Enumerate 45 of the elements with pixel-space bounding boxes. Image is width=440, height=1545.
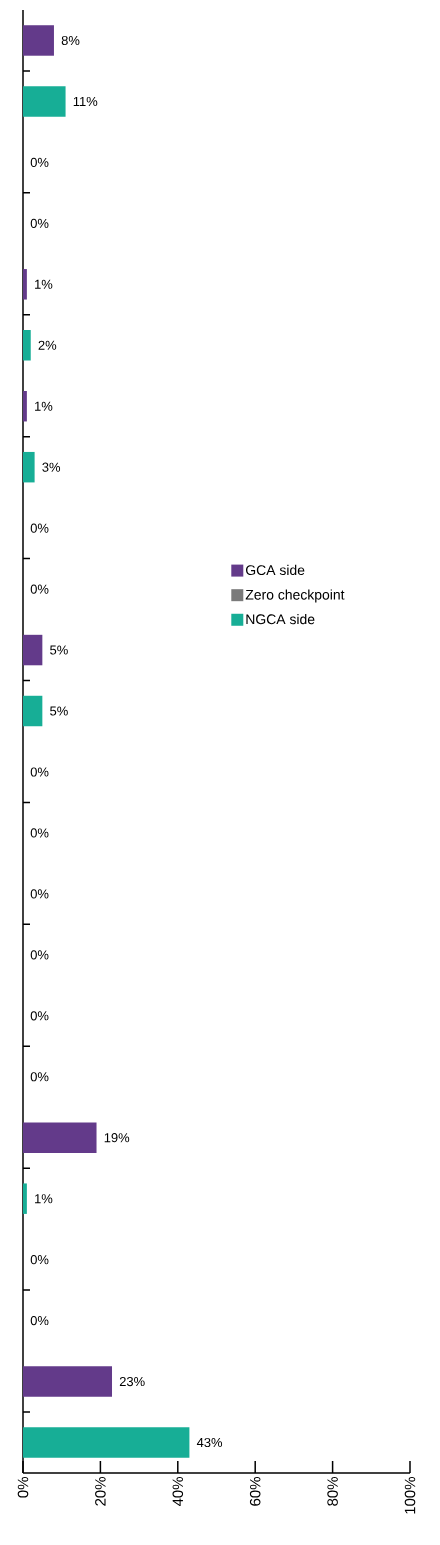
data-label: 1% <box>35 401 53 411</box>
data-label: 1% <box>35 1194 53 1204</box>
x-tick-label: 100% <box>404 1477 416 1514</box>
bar <box>23 390 27 422</box>
bar <box>23 25 54 56</box>
legend-label: NGCA side <box>246 613 315 625</box>
data-label: 0% <box>30 1072 49 1082</box>
bar <box>23 695 43 727</box>
x-tick-label: 0% <box>17 1477 29 1498</box>
data-label: 43% <box>196 1437 223 1448</box>
data-label: 1% <box>35 279 53 289</box>
data-label: 8% <box>61 35 80 46</box>
data-label: 0% <box>30 889 49 899</box>
data-label: 11% <box>73 96 98 106</box>
bar <box>23 1427 190 1458</box>
data-label: 0% <box>30 1255 49 1265</box>
data-label: 0% <box>30 157 49 167</box>
data-label: 23% <box>119 1376 145 1387</box>
bar <box>23 330 31 361</box>
x-tick-label: 80% <box>327 1477 338 1506</box>
x-tick-label: 20% <box>95 1477 106 1506</box>
data-label: 0% <box>30 950 49 960</box>
data-label: 2% <box>38 340 57 350</box>
bar <box>23 634 43 666</box>
data-label: 5% <box>50 706 68 716</box>
data-label: 3% <box>42 462 61 472</box>
data-label: 0% <box>30 218 49 228</box>
bar <box>23 269 27 300</box>
bar <box>23 1122 97 1153</box>
bar <box>23 451 35 483</box>
data-label: 19% <box>104 1133 130 1143</box>
bar <box>23 1366 113 1397</box>
data-label: 0% <box>30 767 49 777</box>
data-label: 0% <box>30 828 49 838</box>
data-label: 0% <box>30 1011 49 1021</box>
data-label: 0% <box>30 523 49 533</box>
x-tick-label: 60% <box>249 1477 261 1506</box>
legend-label: GCA side <box>245 564 305 576</box>
x-tick-label: 40% <box>172 1477 184 1507</box>
data-label: 0% <box>30 1316 49 1326</box>
bar <box>23 1183 27 1214</box>
data-label: 5% <box>50 645 68 655</box>
data-label: 0% <box>30 584 49 594</box>
legend-label: Zero checkpoint <box>245 589 345 603</box>
bar <box>23 86 66 117</box>
